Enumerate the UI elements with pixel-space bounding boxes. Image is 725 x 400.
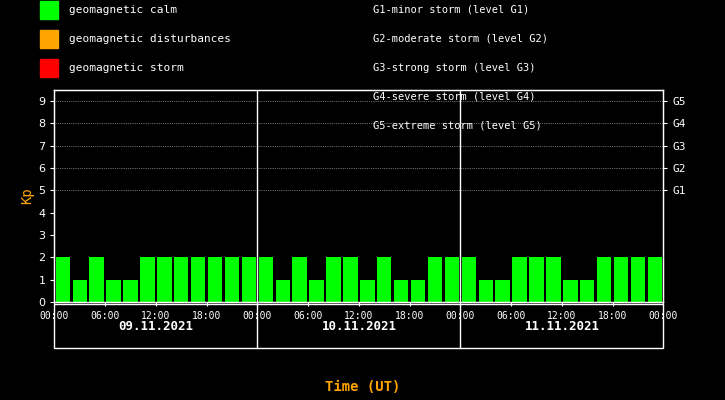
Bar — [208, 257, 223, 302]
Bar — [580, 280, 594, 302]
Bar — [174, 257, 188, 302]
Text: 11.11.2021: 11.11.2021 — [524, 320, 600, 332]
Bar — [614, 257, 629, 302]
Bar — [72, 280, 87, 302]
Bar — [89, 257, 104, 302]
Bar — [140, 257, 154, 302]
Text: geomagnetic calm: geomagnetic calm — [69, 5, 177, 15]
Bar — [225, 257, 239, 302]
Bar — [428, 257, 442, 302]
Bar — [191, 257, 205, 302]
Bar — [546, 257, 560, 302]
Bar — [462, 257, 476, 302]
Bar — [563, 280, 578, 302]
Bar — [444, 257, 459, 302]
Text: G4-severe storm (level G4): G4-severe storm (level G4) — [373, 91, 536, 101]
Bar — [394, 280, 408, 302]
Text: G1-minor storm (level G1): G1-minor storm (level G1) — [373, 5, 530, 15]
Bar — [259, 257, 273, 302]
Bar — [292, 257, 307, 302]
Bar — [123, 280, 138, 302]
Text: geomagnetic storm: geomagnetic storm — [69, 63, 183, 73]
Bar — [377, 257, 392, 302]
Bar — [276, 280, 290, 302]
Bar — [360, 280, 375, 302]
Text: G5-extreme storm (level G5): G5-extreme storm (level G5) — [373, 120, 542, 130]
Bar — [495, 280, 510, 302]
Bar — [647, 257, 662, 302]
Text: Time (UT): Time (UT) — [325, 380, 400, 394]
Bar — [326, 257, 341, 302]
Bar — [241, 257, 256, 302]
Bar — [157, 257, 172, 302]
Text: G3-strong storm (level G3): G3-strong storm (level G3) — [373, 63, 536, 73]
Bar — [107, 280, 121, 302]
Bar — [513, 257, 527, 302]
Bar — [310, 280, 324, 302]
Y-axis label: Kp: Kp — [20, 188, 34, 204]
Bar — [478, 280, 493, 302]
Text: geomagnetic disturbances: geomagnetic disturbances — [69, 34, 231, 44]
Bar — [343, 257, 357, 302]
Text: 09.11.2021: 09.11.2021 — [118, 320, 194, 332]
Bar — [529, 257, 544, 302]
Text: 10.11.2021: 10.11.2021 — [321, 320, 397, 332]
Text: G2-moderate storm (level G2): G2-moderate storm (level G2) — [373, 34, 548, 44]
Bar — [56, 257, 70, 302]
Bar — [597, 257, 611, 302]
Bar — [631, 257, 645, 302]
Bar — [411, 280, 426, 302]
